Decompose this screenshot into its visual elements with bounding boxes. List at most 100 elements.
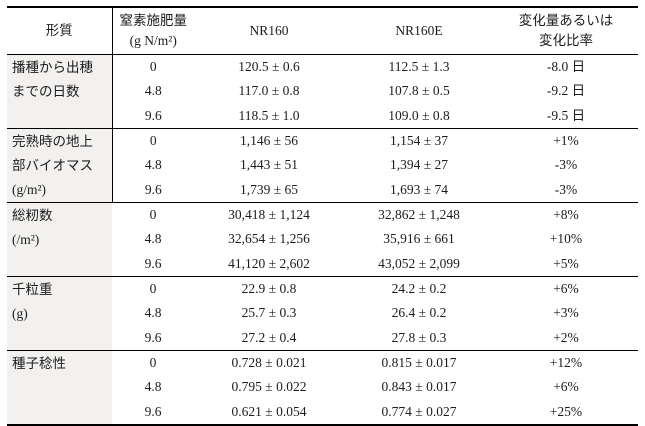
nitrogen-cell: 0 bbox=[112, 54, 194, 80]
nitrogen-cell: 0 bbox=[112, 128, 194, 154]
nitrogen-cell: 0 bbox=[112, 276, 194, 302]
nr160e-cell: 1,394 ± 27 bbox=[389, 157, 449, 173]
header-nitrogen: 窒素施肥量 (g N/m²) bbox=[112, 7, 194, 55]
nitrogen-cell: 9.6 bbox=[144, 403, 162, 419]
header-nitrogen-line2: (g N/m²) bbox=[129, 33, 177, 48]
table-row: 9.6 41,120 ± 2,602 43,052 ± 2,099 +5% bbox=[7, 252, 638, 277]
change-cell: +12% bbox=[494, 350, 638, 376]
trait-line bbox=[12, 326, 110, 350]
change-cell: +6% bbox=[553, 379, 579, 395]
nr160-cell: 32,654 ± 1,256 bbox=[228, 231, 310, 247]
header-change-line2: 変化比率 bbox=[539, 33, 593, 48]
nr160-cell: 1,146 ± 56 bbox=[194, 128, 344, 154]
trait-line: 千粒重 bbox=[12, 282, 53, 297]
table-row: 総籾数 (/m²) 0 30,418 ± 1,124 32,862 ± 1,24… bbox=[7, 202, 638, 277]
data-table: 形質 窒素施肥量 (g N/m²) NR160 NR160E 変化量あるいは 変… bbox=[7, 6, 638, 426]
nr160e-cell: 0.843 ± 0.017 bbox=[381, 379, 457, 395]
nr160-cell: 27.2 ± 0.4 bbox=[241, 329, 297, 345]
nr160e-cell: 24.2 ± 0.2 bbox=[344, 276, 494, 302]
nr160e-cell: 112.5 ± 1.3 bbox=[344, 54, 494, 80]
nr160e-cell: 0.815 ± 0.017 bbox=[344, 350, 494, 376]
nitrogen-cell: 4.8 bbox=[144, 83, 162, 99]
table-row: 完熟時の地上 部バイオマス (g/m²) 0 1,146 ± 56 1,154 … bbox=[7, 128, 638, 203]
table-row: 9.6 0.621 ± 0.054 0.774 ± 0.027 +25% bbox=[7, 400, 638, 425]
nr160-cell: 1,739 ± 65 bbox=[239, 181, 299, 197]
trait-line: までの日数 bbox=[12, 84, 80, 99]
change-cell: -3% bbox=[554, 181, 578, 197]
trait-line: (g) bbox=[12, 306, 28, 321]
nr160e-cell: 1,154 ± 37 bbox=[344, 128, 494, 154]
change-cell: +10% bbox=[549, 231, 583, 247]
trait-line: 播種から出穂 bbox=[12, 60, 93, 75]
nr160-cell: 117.0 ± 0.8 bbox=[238, 83, 300, 99]
trait-line: (g/m²) bbox=[12, 182, 47, 197]
trait-line: 種子稔性 bbox=[12, 356, 66, 371]
trait-line bbox=[12, 400, 110, 424]
nitrogen-cell: 0 bbox=[112, 202, 194, 228]
nr160-cell: 118.5 ± 1.0 bbox=[238, 107, 300, 123]
table-row: 9.6 118.5 ± 1.0 109.0 ± 0.8 -9.5 日 bbox=[7, 104, 638, 129]
change-cell: +25% bbox=[549, 403, 583, 419]
nr160-cell: 22.9 ± 0.8 bbox=[194, 276, 344, 302]
header-trait: 形質 bbox=[7, 7, 113, 55]
trait-cell: 播種から出穂 までの日数 bbox=[7, 54, 113, 129]
trait-group-seed-fertility: 種子稔性 0 0.728 ± 0.021 0.815 ± 0.017 +12% … bbox=[7, 350, 638, 425]
trait-cell: 完熟時の地上 部バイオマス (g/m²) bbox=[7, 128, 113, 203]
change-cell: -9.2 日 bbox=[546, 83, 586, 99]
nr160-cell: 0.728 ± 0.021 bbox=[194, 350, 344, 376]
nitrogen-cell: 4.8 bbox=[144, 157, 162, 173]
table-row: 千粒重 (g) 0 22.9 ± 0.8 24.2 ± 0.2 +6% bbox=[7, 276, 638, 351]
trait-cell: 種子稔性 bbox=[7, 350, 112, 425]
trait-line: 部バイオマス bbox=[12, 158, 93, 173]
change-cell: +3% bbox=[553, 305, 579, 321]
change-cell: -8.0 日 bbox=[494, 54, 638, 80]
change-cell: -9.5 日 bbox=[546, 107, 586, 123]
nitrogen-cell: 4.8 bbox=[144, 379, 162, 395]
nr160e-cell: 27.8 ± 0.3 bbox=[391, 329, 447, 345]
trait-group-days-to-heading: 播種から出穂 までの日数 0 120.5 ± 0.6 112.5 ± 1.3 -… bbox=[7, 54, 638, 129]
nr160-cell: 0.795 ± 0.022 bbox=[231, 379, 307, 395]
change-cell: +8% bbox=[494, 202, 638, 228]
header-nr160e: NR160E bbox=[344, 7, 494, 55]
trait-cell: 千粒重 (g) bbox=[7, 276, 112, 351]
nr160e-cell: 109.0 ± 0.8 bbox=[388, 107, 450, 123]
change-cell: +5% bbox=[553, 255, 579, 271]
nitrogen-cell: 9.6 bbox=[144, 107, 162, 123]
nr160e-cell: 107.8 ± 0.5 bbox=[388, 83, 450, 99]
trait-group-grain-weight: 千粒重 (g) 0 22.9 ± 0.8 24.2 ± 0.2 +6% 4.8 … bbox=[7, 276, 638, 351]
trait-line: 完熟時の地上 bbox=[12, 134, 93, 149]
nr160-cell: 41,120 ± 2,602 bbox=[228, 255, 310, 271]
nr160e-cell: 43,052 ± 2,099 bbox=[378, 255, 460, 271]
table-row: 播種から出穂 までの日数 0 120.5 ± 0.6 112.5 ± 1.3 -… bbox=[7, 54, 638, 129]
table-row: 4.8 117.0 ± 0.8 107.8 ± 0.5 -9.2 日 bbox=[7, 79, 638, 103]
table-row: 9.6 1,739 ± 65 1,693 ± 74 -3% bbox=[7, 178, 638, 203]
table-row: 種子稔性 0 0.728 ± 0.021 0.815 ± 0.017 +12% bbox=[7, 350, 638, 425]
nr160e-cell: 26.4 ± 0.2 bbox=[391, 305, 447, 321]
trait-line bbox=[12, 252, 110, 276]
nitrogen-cell: 9.6 bbox=[144, 181, 162, 197]
change-cell: +6% bbox=[494, 276, 638, 302]
header-change: 変化量あるいは 変化比率 bbox=[494, 7, 638, 55]
trait-line bbox=[12, 376, 110, 400]
nr160e-cell: 1,693 ± 74 bbox=[389, 181, 449, 197]
nr160-cell: 0.621 ± 0.054 bbox=[231, 403, 307, 419]
nitrogen-cell: 0 bbox=[112, 350, 194, 376]
trait-group-biomass: 完熟時の地上 部バイオマス (g/m²) 0 1,146 ± 56 1,154 … bbox=[7, 128, 638, 203]
table-row: 4.8 0.795 ± 0.022 0.843 ± 0.017 +6% bbox=[7, 375, 638, 399]
nr160e-cell: 35,916 ± 661 bbox=[383, 231, 455, 247]
header-change-line1: 変化量あるいは bbox=[518, 13, 614, 28]
nitrogen-cell: 4.8 bbox=[144, 305, 162, 321]
table-row: 4.8 25.7 ± 0.3 26.4 ± 0.2 +3% bbox=[7, 301, 638, 325]
table-header: 形質 窒素施肥量 (g N/m²) NR160 NR160E 変化量あるいは 変… bbox=[7, 7, 638, 55]
table-row: 4.8 1,443 ± 51 1,394 ± 27 -3% bbox=[7, 153, 638, 177]
table-row: 9.6 27.2 ± 0.4 27.8 ± 0.3 +2% bbox=[7, 326, 638, 351]
header-nitrogen-line1: 窒素施肥量 bbox=[119, 13, 188, 28]
nitrogen-cell: 9.6 bbox=[144, 329, 162, 345]
change-cell: -3% bbox=[554, 157, 578, 173]
header-nr160: NR160 bbox=[194, 7, 344, 55]
table-row: 4.8 32,654 ± 1,256 35,916 ± 661 +10% bbox=[7, 227, 638, 251]
nr160e-cell: 0.774 ± 0.027 bbox=[381, 403, 457, 419]
nitrogen-cell: 4.8 bbox=[144, 231, 162, 247]
header-row: 形質 窒素施肥量 (g N/m²) NR160 NR160E 変化量あるいは 変… bbox=[7, 7, 638, 55]
nr160-cell: 1,443 ± 51 bbox=[239, 157, 299, 173]
